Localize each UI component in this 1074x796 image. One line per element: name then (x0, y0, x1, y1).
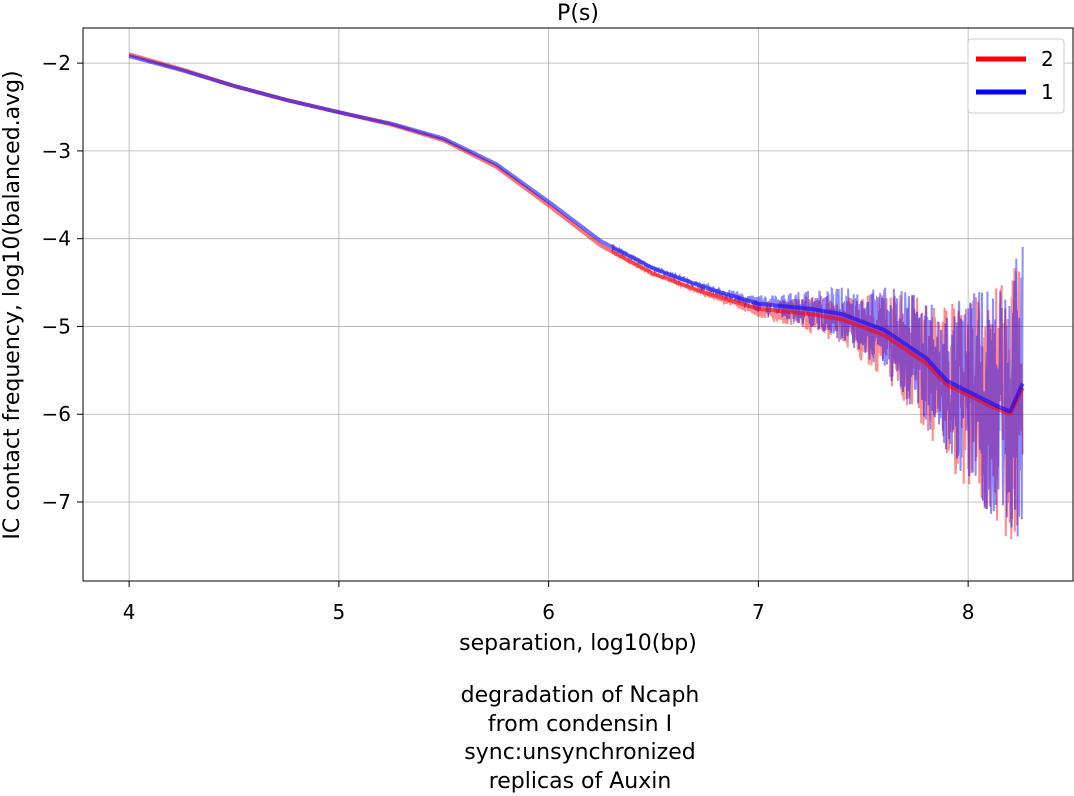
chart-title: P(s) (557, 1, 599, 26)
y-tick-label: −6 (42, 402, 71, 426)
caption-line: replicas of Auxin (0, 768, 1074, 796)
grid-lines (83, 28, 1073, 581)
y-tick-label: −4 (42, 227, 71, 251)
series-lines (129, 54, 1023, 414)
plot-frame (83, 28, 1073, 581)
x-tick-label: 8 (962, 600, 975, 624)
y-tick-label: −3 (42, 139, 71, 163)
x-tick-label: 7 (752, 600, 765, 624)
caption-line: sync:unsynchronized (0, 739, 1074, 768)
chart-caption: degradation of Ncaph from condensin I sy… (0, 682, 1074, 796)
y-tick-label: −2 (42, 51, 71, 75)
legend-label-series-1: 1 (1041, 80, 1054, 104)
y-tick-label: −7 (42, 490, 71, 514)
x-tick-label: 5 (333, 600, 346, 624)
y-axis-label: IC contact frequency, log10(balanced.avg… (0, 70, 25, 539)
x-axis-label: separation, log10(bp) (459, 631, 697, 656)
legend: 2 1 (968, 39, 1064, 113)
x-tick-label: 4 (123, 600, 136, 624)
axis-ticks: 4 5 6 7 8 −2 −3 −4 −5 −6 −7 (42, 51, 975, 624)
y-tick-label: −5 (42, 314, 71, 338)
x-tick-label: 6 (542, 600, 555, 624)
caption-line: from condensin I (0, 711, 1074, 740)
series-line-2 (129, 54, 1023, 414)
legend-label-series-2: 2 (1041, 47, 1054, 71)
caption-line: degradation of Ncaph (0, 682, 1074, 711)
